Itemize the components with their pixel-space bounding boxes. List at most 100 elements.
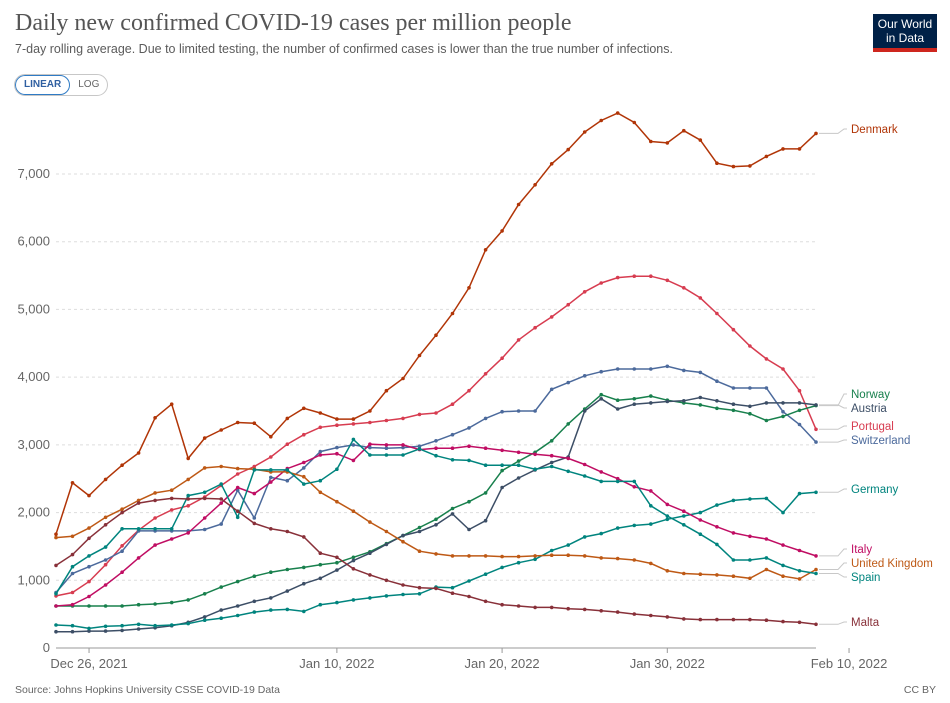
data-point-malta xyxy=(483,599,488,604)
data-point-italy xyxy=(632,485,637,489)
data-point-switzerland xyxy=(665,364,670,369)
data-point-denmark xyxy=(335,417,339,421)
data-point-switzerland xyxy=(814,440,818,444)
data-point-norway xyxy=(467,499,471,504)
data-point-norway xyxy=(285,567,290,572)
data-point-spain xyxy=(781,563,785,568)
data-point-malta xyxy=(335,555,339,560)
data-point-malta xyxy=(814,622,818,627)
data-point-malta xyxy=(797,620,802,625)
linear-scale-button[interactable]: LINEAR xyxy=(15,75,71,95)
data-point-italy xyxy=(748,534,752,539)
data-point-norway xyxy=(715,406,719,411)
data-point-portugal xyxy=(649,274,653,279)
data-point-italy xyxy=(731,531,736,535)
data-point-united-kingdom xyxy=(368,520,372,524)
data-point-malta xyxy=(764,618,769,622)
data-point-united-kingdom xyxy=(797,577,802,581)
data-point-germany xyxy=(715,503,719,507)
data-point-united-kingdom xyxy=(748,576,752,581)
data-point-spain xyxy=(516,463,521,468)
data-point-portugal xyxy=(120,544,124,548)
data-point-denmark xyxy=(401,376,405,381)
logo-line-1: Our World xyxy=(877,17,933,31)
data-point-switzerland xyxy=(87,564,91,569)
data-point-austria xyxy=(764,401,769,405)
data-point-spain xyxy=(318,478,323,483)
data-point-united-kingdom xyxy=(186,477,190,482)
data-point-spain xyxy=(582,474,587,478)
data-point-germany xyxy=(87,626,91,631)
y-tick-label: 7,000 xyxy=(17,166,50,181)
data-point-spain xyxy=(649,504,653,508)
data-point-italy xyxy=(252,491,257,496)
data-point-germany xyxy=(814,490,818,495)
data-point-austria xyxy=(715,399,719,403)
data-point-austria xyxy=(781,401,785,405)
data-point-italy xyxy=(500,448,504,453)
data-point-malta xyxy=(665,615,670,619)
data-point-denmark xyxy=(103,477,108,482)
data-point-united-kingdom xyxy=(202,466,207,470)
data-point-italy xyxy=(483,446,488,451)
data-point-portugal xyxy=(599,281,603,285)
data-point-malta xyxy=(698,617,703,622)
data-point-norway xyxy=(632,397,637,401)
data-point-portugal xyxy=(269,455,273,459)
data-point-switzerland xyxy=(748,386,752,390)
data-point-norway xyxy=(566,422,570,426)
y-tick-label: 2,000 xyxy=(17,505,50,520)
data-point-malta xyxy=(450,591,455,595)
data-point-denmark xyxy=(533,183,537,187)
data-point-denmark xyxy=(500,229,504,233)
data-point-denmark xyxy=(169,402,174,407)
data-point-spain xyxy=(136,527,141,531)
series-label-portugal: Portugal xyxy=(851,421,894,433)
data-point-united-kingdom xyxy=(54,535,58,540)
data-point-portugal xyxy=(368,420,372,425)
data-point-germany xyxy=(516,560,521,565)
data-point-austria xyxy=(500,485,504,490)
data-point-germany xyxy=(219,616,223,620)
data-point-germany xyxy=(401,592,405,597)
data-point-denmark xyxy=(252,421,257,426)
data-point-portugal xyxy=(682,286,686,290)
license-label[interactable]: CC BY xyxy=(903,684,936,696)
data-point-malta xyxy=(434,586,438,591)
x-tick-label: Jan 20, 2022 xyxy=(464,656,539,671)
data-point-denmark xyxy=(516,202,521,207)
data-point-italy xyxy=(682,509,686,513)
data-point-switzerland xyxy=(335,445,339,450)
series-label-austria: Austria xyxy=(851,403,887,415)
log-scale-button[interactable]: LOG xyxy=(78,79,100,90)
data-point-norway xyxy=(153,602,157,606)
data-point-denmark xyxy=(748,164,752,168)
data-point-austria xyxy=(70,629,75,634)
data-point-portugal xyxy=(715,311,719,316)
data-point-malta xyxy=(351,567,356,571)
data-point-italy xyxy=(269,480,273,484)
data-point-switzerland xyxy=(599,369,603,374)
data-point-denmark xyxy=(351,417,356,421)
data-point-portugal xyxy=(781,367,785,371)
data-point-switzerland xyxy=(764,386,769,390)
data-point-switzerland xyxy=(483,416,488,421)
data-point-united-kingdom xyxy=(715,573,719,577)
data-point-malta xyxy=(219,497,223,501)
source-note[interactable]: Source: Johns Hopkins University CSSE CO… xyxy=(15,684,280,696)
data-point-spain xyxy=(615,479,620,484)
scale-toggle[interactable]: LINEAR LOG xyxy=(14,74,109,96)
owid-logo[interactable]: Our World in Data xyxy=(873,14,937,52)
data-point-spain xyxy=(335,467,339,472)
data-point-portugal xyxy=(814,427,818,432)
data-point-spain xyxy=(417,447,422,451)
data-point-switzerland xyxy=(219,522,223,526)
data-point-norway xyxy=(335,560,339,565)
data-point-norway xyxy=(516,459,521,463)
data-point-switzerland xyxy=(682,368,686,373)
data-point-germany xyxy=(467,579,471,583)
data-point-germany xyxy=(764,496,769,501)
data-point-spain xyxy=(54,592,58,596)
data-point-united-kingdom xyxy=(153,491,157,495)
